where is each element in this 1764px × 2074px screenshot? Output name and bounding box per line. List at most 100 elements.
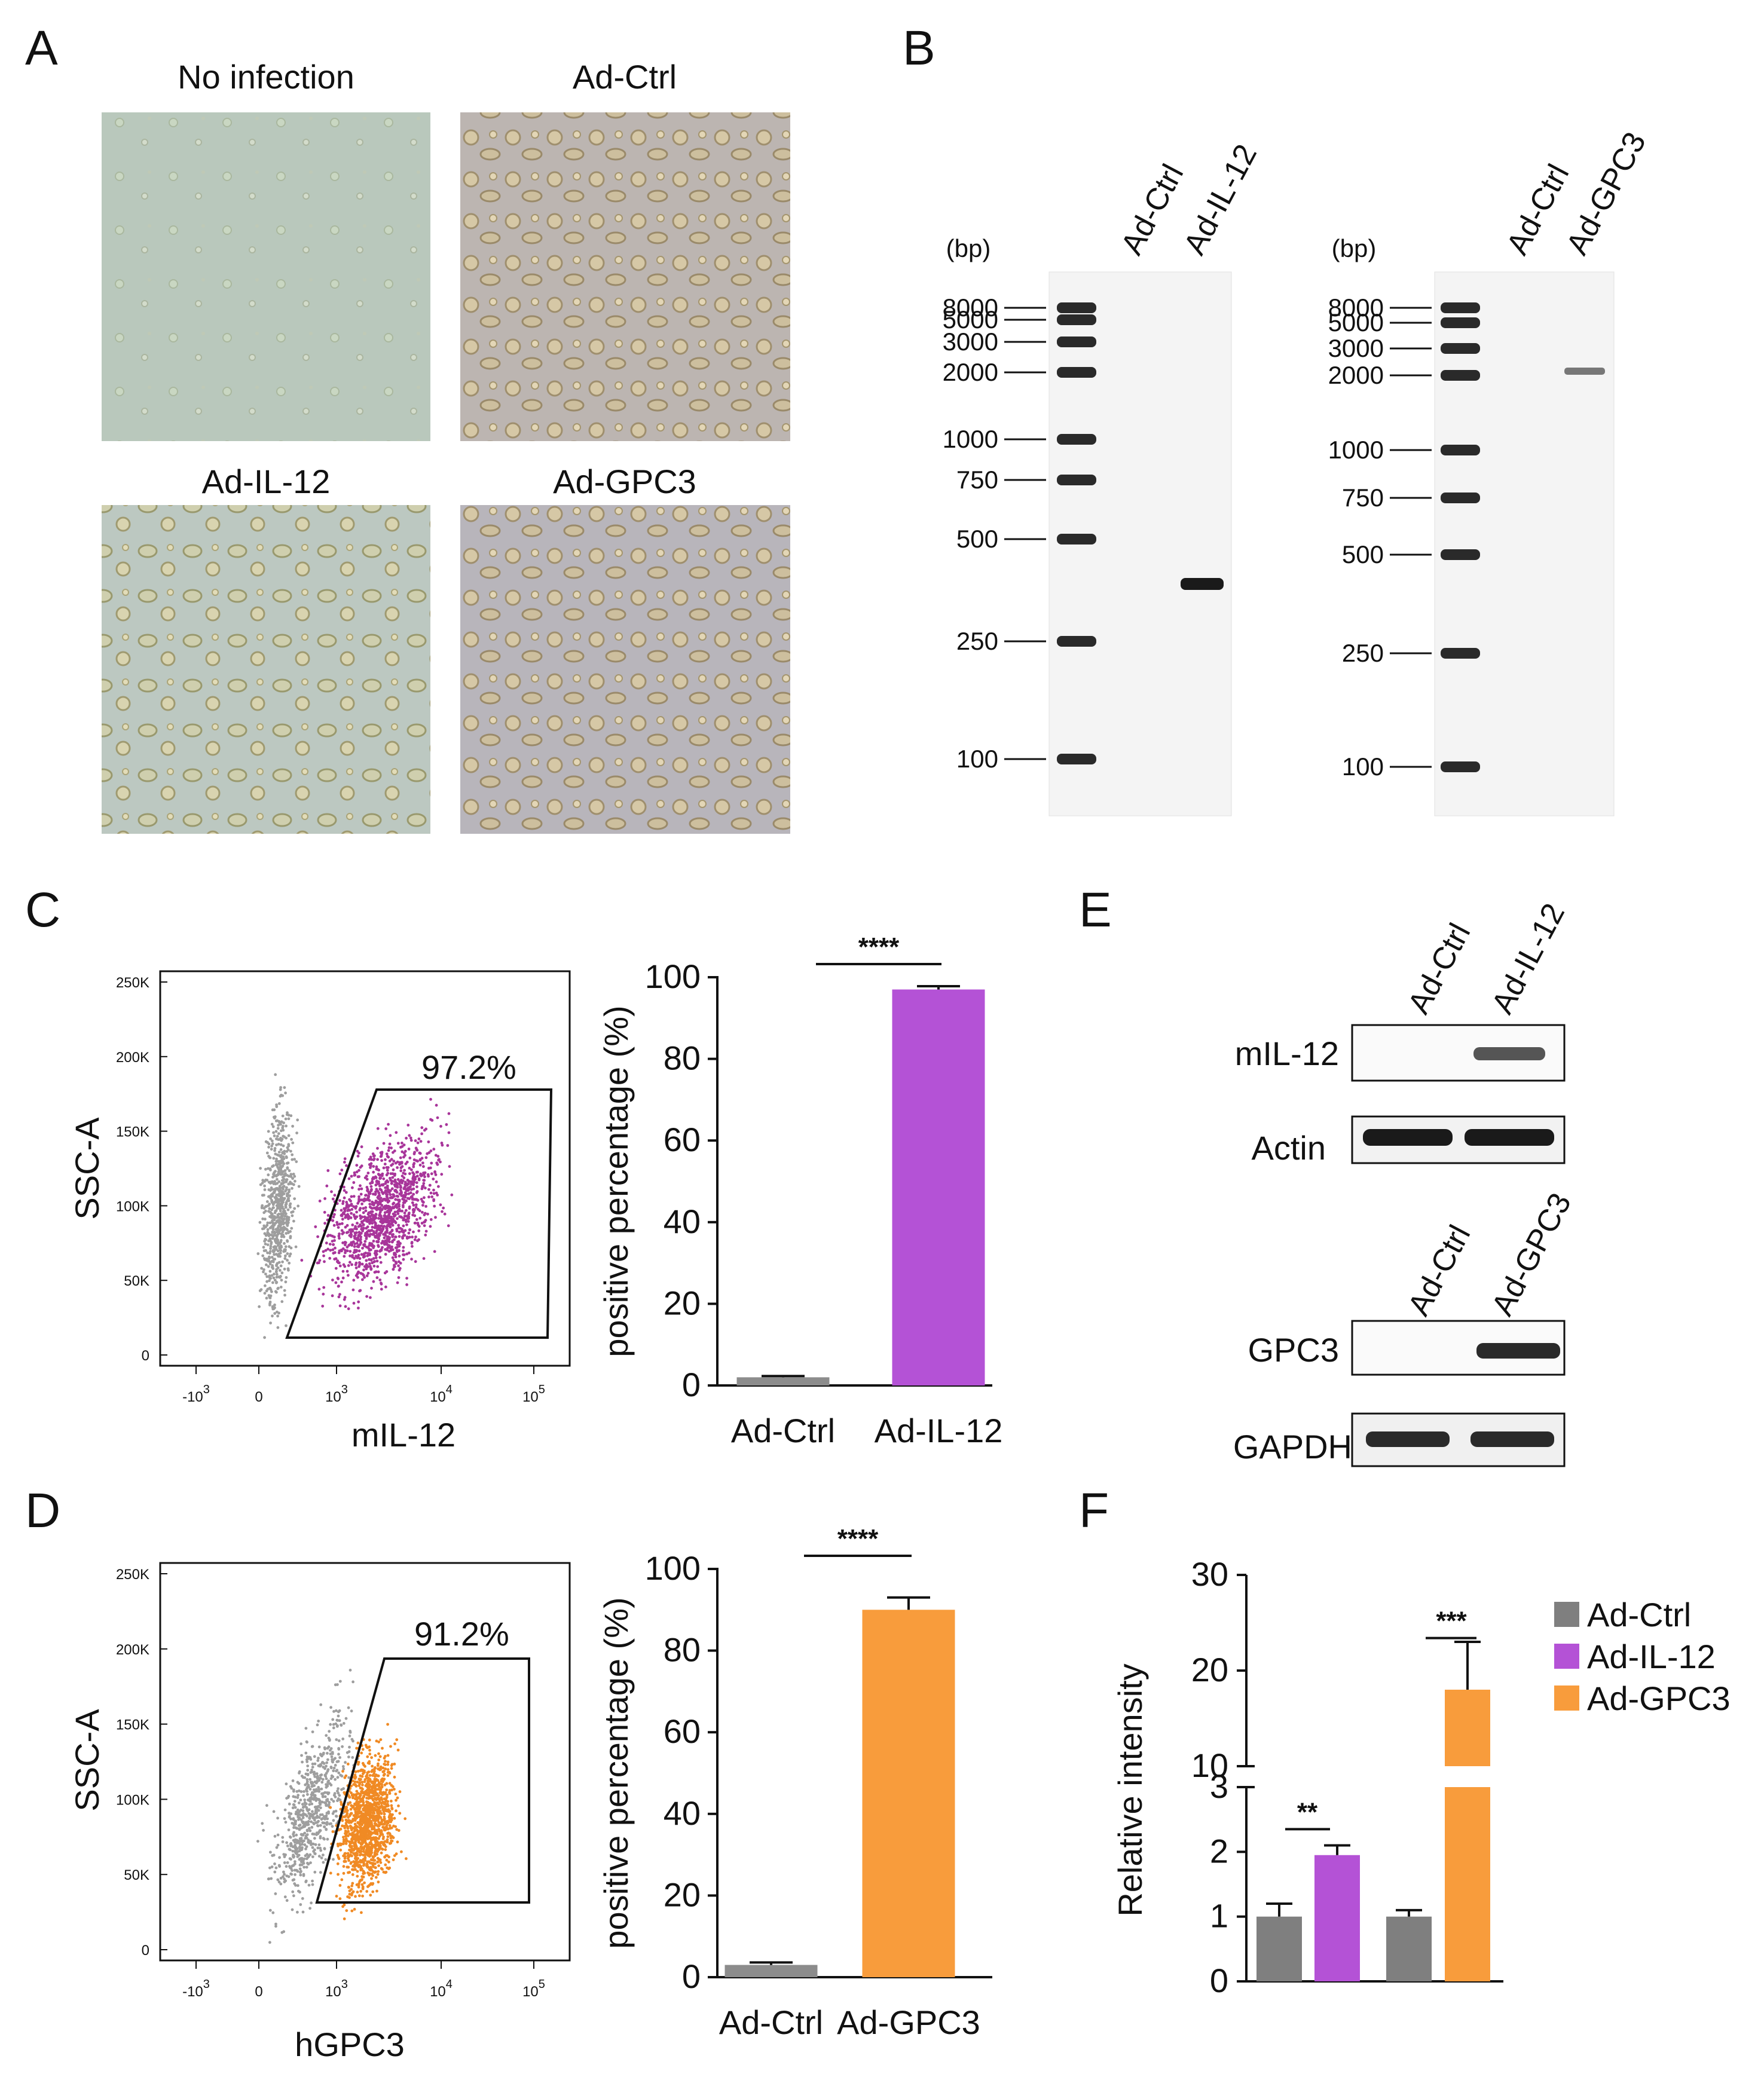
flow-event-positive [360,1221,364,1224]
flow-event-positive [414,1260,417,1264]
flow-event-positive [393,1788,396,1791]
flow-event-negative [274,1228,278,1231]
flow-event-positive [318,1200,322,1203]
flow-event-positive [378,1798,381,1801]
flow-event-negative [269,1137,272,1140]
flow-event-positive [433,1171,437,1174]
micrograph-title-ad-il12: Ad-IL-12 [202,463,331,500]
flow-event-negative [281,1230,285,1234]
flow-event-positive [405,1277,408,1280]
flow-event-positive [356,1796,359,1800]
flow-event-positive [402,1176,406,1180]
flow-event-negative [347,1706,350,1709]
flow-event-positive [429,1225,432,1228]
flow-event-positive [390,1229,394,1232]
flow-event-negative [319,1871,322,1874]
flow-event-negative [285,1155,288,1158]
flow-event-positive [369,1865,372,1869]
flow-event-positive [369,1210,373,1213]
ladder-band [1441,648,1480,659]
flow-event-positive [377,1828,381,1831]
flow-event-negative [306,1792,309,1796]
flow-event-negative [332,1766,336,1770]
flow-event-positive [338,1264,342,1268]
flow-event-positive [348,1845,352,1849]
ladder-label: 2000 [1328,361,1384,389]
flow-event-negative [334,1809,338,1813]
flow-event-positive [372,1865,375,1868]
flow-event-positive [394,1255,398,1259]
flow-event-positive [344,1860,347,1863]
flow-event-positive [377,1864,380,1868]
flow-event-positive [353,1174,356,1177]
flow-event-negative [270,1225,273,1228]
flow-event-negative [294,1849,298,1852]
flow-event-negative [277,1124,280,1127]
flow-event-positive [365,1775,368,1778]
flow-event-negative [313,1837,316,1840]
flow-event-positive [376,1168,380,1171]
flow-event-positive [362,1211,365,1215]
flow-event-negative [264,1167,267,1171]
flow-event-negative [299,1903,302,1906]
flow-event-negative [265,1223,269,1227]
flow-event-negative [276,1153,279,1157]
flow-event-positive [362,1828,365,1831]
flow-event-positive [350,1195,353,1198]
flow-event-negative [292,1817,295,1821]
flow-event-negative [332,1769,335,1773]
flow-event-positive [391,1206,395,1209]
flow-event-positive [405,1283,408,1286]
flow-event-negative [276,1232,280,1236]
flow-event-positive [317,1261,320,1265]
flow-event-negative [269,1197,273,1200]
flow-event-negative [271,1314,274,1318]
flow-event-positive [371,1794,375,1798]
flow-event-positive [337,1226,340,1229]
flow-event-negative [285,1186,288,1189]
flow-event-negative [297,1818,300,1821]
flow-event-positive [363,1198,366,1201]
flow-event-negative [277,1151,281,1154]
flow-event-positive [323,1210,326,1214]
flow-event-positive [367,1247,371,1250]
flow-event-negative [287,1114,291,1117]
flow-event-positive [422,1171,425,1174]
flow-ytick-label: 50K [124,1867,149,1883]
flow-event-positive [322,1292,325,1296]
flow-event-positive [432,1198,436,1201]
flow-event-positive [333,1213,336,1216]
flow-event-negative [276,1878,280,1882]
flow-event-negative [268,1207,271,1210]
flow-event-positive [369,1824,373,1827]
flow-event-positive [352,1205,356,1209]
flow-event-positive [398,1200,401,1203]
flow-event-negative [301,1897,304,1900]
flow-event-positive [385,1858,389,1862]
flow-event-positive [331,1234,334,1238]
blot-row-label-gapdh: GAPDH [1233,1428,1352,1466]
bar [1386,1916,1432,1981]
flow-event-positive [371,1222,374,1225]
flow-event-negative [317,1720,320,1723]
flow-event-negative [325,1764,328,1768]
flow-event-positive [357,1151,360,1155]
ladder-label: 750 [1342,484,1384,512]
flow-event-positive [403,1215,406,1218]
flow-event-positive [377,1270,380,1274]
flow-event-positive [352,1213,356,1216]
flow-event-positive [354,1794,357,1797]
flow-event-negative [265,1263,268,1267]
flow-event-negative [283,1873,286,1876]
flow-event-negative [316,1775,319,1778]
flow-event-negative [286,1267,290,1271]
flow-event-negative [307,1798,310,1801]
flow-event-positive [383,1828,386,1831]
flow-event-positive [378,1188,382,1191]
flow-event-positive [375,1259,379,1263]
flow-event-positive [386,1760,390,1764]
flow-event-positive [374,1766,377,1769]
flow-event-negative [282,1875,285,1879]
